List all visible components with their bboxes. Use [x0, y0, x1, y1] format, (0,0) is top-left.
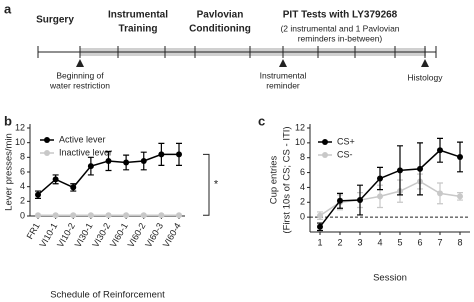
event-arrow	[76, 59, 84, 67]
data-point	[87, 212, 94, 219]
y-tick-label: 2	[20, 196, 25, 206]
data-point	[377, 193, 383, 200]
y-tick-label: 0	[300, 212, 305, 222]
x-tick-label: 4	[377, 237, 382, 247]
data-point	[140, 212, 147, 219]
data-point	[70, 184, 77, 191]
legend-marker	[322, 139, 328, 145]
y-tick-label: 10	[15, 137, 25, 147]
y-tick-label: 4	[300, 182, 305, 192]
data-point	[87, 163, 94, 170]
y-tick-label: 8	[20, 152, 25, 162]
y-tick-label: 12	[295, 122, 305, 132]
data-point	[123, 212, 130, 219]
y-tick-label: 6	[300, 167, 305, 177]
data-point	[357, 197, 363, 204]
phase-note: reminders in-between)	[298, 33, 383, 43]
data-point	[158, 212, 165, 219]
event-label: Beginning of	[56, 70, 104, 80]
x-tick-label: 8	[457, 237, 462, 247]
data-point	[105, 212, 112, 219]
y-axis-label: Lever presses/min	[4, 133, 15, 211]
legend-marker	[44, 137, 50, 143]
x-tick-label: 6	[417, 237, 422, 247]
event-label: reminder	[266, 80, 300, 90]
y-tick-label: 0	[20, 210, 25, 220]
phase-label: Conditioning	[189, 24, 251, 35]
data-point	[140, 158, 147, 164]
panel-label: b	[4, 113, 12, 128]
data-point	[35, 191, 41, 198]
data-point	[158, 151, 165, 158]
y-tick-label: 6	[20, 166, 25, 176]
data-point	[437, 190, 443, 197]
phase-label: Surgery	[36, 15, 74, 26]
data-point	[397, 167, 403, 174]
data-point	[337, 197, 343, 204]
x-tick-label: 1	[317, 237, 322, 247]
x-tick-label: 3	[357, 237, 362, 247]
event-label: Histology	[408, 72, 444, 82]
data-point	[317, 212, 323, 219]
event-label: water restriction	[49, 80, 110, 90]
data-point	[437, 147, 443, 154]
series-line	[319, 149, 461, 228]
y-tick-label: 10	[295, 137, 305, 147]
series-line	[319, 180, 461, 217]
panel-label: a	[4, 1, 12, 16]
y-tick-label: 8	[300, 152, 305, 162]
data-point	[457, 193, 463, 200]
legend-label: Inactive lever	[59, 147, 112, 157]
data-point	[35, 212, 41, 219]
legend-marker	[322, 152, 328, 158]
phase-label: Instrumental	[108, 10, 168, 21]
legend-marker	[44, 150, 50, 156]
data-point	[417, 165, 423, 172]
x-axis-label: Session	[373, 273, 407, 284]
y-axis-label: Cup entries	[269, 155, 280, 204]
legend-label: Active lever	[59, 134, 106, 144]
legend-label: CS+	[337, 136, 355, 146]
x-tick-label: 7	[437, 237, 442, 247]
x-tick-label: FR1	[25, 221, 42, 241]
y-tick-label: 2	[300, 197, 305, 207]
x-tick-label: 2	[337, 237, 342, 247]
data-point	[52, 212, 59, 219]
significance-bracket	[203, 153, 210, 216]
x-tick-label: 5	[397, 237, 402, 247]
data-point	[70, 212, 77, 219]
phase-label: Pavlovian	[197, 10, 244, 21]
data-point	[123, 159, 130, 166]
data-point	[457, 153, 463, 160]
significance-label: *	[214, 179, 219, 191]
data-point	[52, 176, 59, 183]
x-tick-label: VI60-4	[161, 221, 183, 249]
data-point	[176, 212, 182, 219]
phase-label: Training	[119, 24, 158, 35]
phase-label: PIT Tests with LY379268	[283, 10, 398, 21]
x-axis-label: Schedule of Reinforcement	[50, 290, 165, 301]
event-arrow	[421, 59, 429, 67]
panel-label: c	[258, 113, 265, 128]
phase-note: (2 instrumental and 1 Pavlovian	[280, 23, 399, 33]
y-axis-label: (First 10s of CS; CS - ITI)	[282, 126, 293, 233]
event-arrow	[279, 59, 287, 67]
data-point	[317, 223, 323, 230]
data-point	[377, 175, 383, 182]
data-point	[105, 158, 112, 164]
event-label: Instrumental	[260, 70, 307, 80]
data-point	[176, 151, 182, 158]
legend-label: CS-	[337, 149, 353, 159]
y-tick-label: 12	[15, 122, 25, 132]
y-tick-label: 4	[20, 181, 25, 191]
